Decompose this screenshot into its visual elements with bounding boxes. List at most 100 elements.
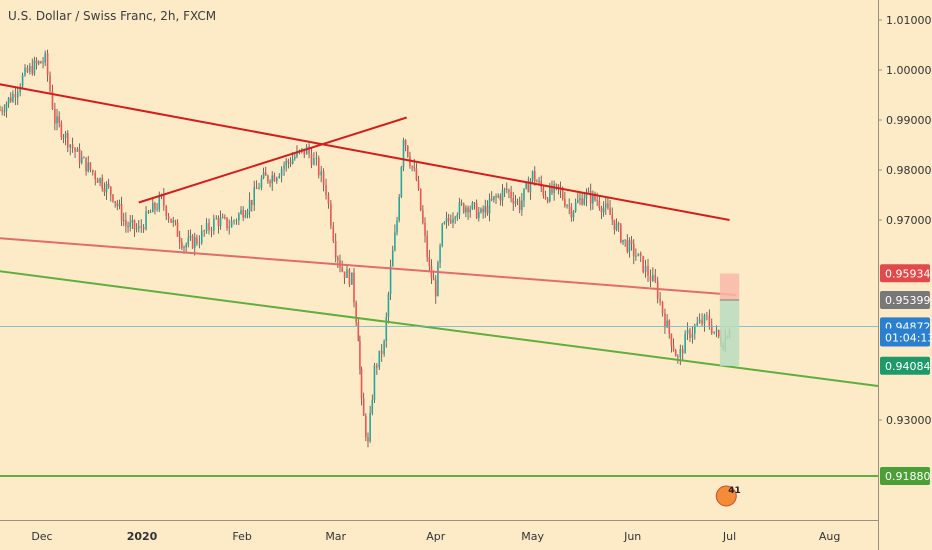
- candle-body: [118, 203, 121, 206]
- candle-body: [574, 202, 577, 212]
- candle-body: [587, 190, 590, 193]
- candle-body: [672, 345, 675, 351]
- time-tick-label: Feb: [232, 530, 251, 543]
- candle-body: [642, 255, 644, 273]
- candle-body: [351, 272, 353, 285]
- candle-body: [684, 334, 686, 354]
- earnings-badge-icon: [715, 485, 737, 507]
- candle-body: [710, 325, 713, 333]
- candle-body: [365, 415, 367, 438]
- candle-body: [529, 180, 532, 193]
- candle-body: [666, 320, 668, 328]
- candle-body: [359, 341, 361, 370]
- candle-body: [383, 341, 385, 355]
- candle-body: [248, 199, 251, 212]
- candle-body: [215, 218, 218, 220]
- candle-body: [71, 144, 74, 149]
- candle-body: [1, 110, 3, 112]
- plot-area: [0, 0, 878, 520]
- candle-body: [371, 399, 374, 413]
- candle-body: [508, 189, 510, 192]
- candle-body: [357, 322, 360, 342]
- candle-body: [138, 226, 140, 229]
- candle-body: [644, 265, 647, 273]
- candle-body: [708, 316, 711, 326]
- candle-body: [703, 315, 706, 325]
- candle-body: [531, 171, 534, 181]
- trendline-support: [0, 270, 879, 387]
- candle-body: [394, 232, 396, 251]
- candle-body: [264, 172, 267, 176]
- time-tick-label: Jun: [623, 530, 641, 543]
- candle-body: [437, 262, 439, 297]
- candle-body: [174, 220, 177, 223]
- candle-body: [630, 240, 633, 244]
- candle-body: [178, 236, 181, 243]
- candle-body: [456, 214, 459, 218]
- candle-body: [441, 223, 444, 246]
- candle-body: [21, 74, 24, 87]
- candle-body: [250, 199, 253, 205]
- candle-body: [285, 160, 288, 166]
- candle-body: [230, 220, 233, 228]
- candle-body: [647, 265, 649, 276]
- candle-body: [577, 200, 579, 203]
- candle-body: [581, 198, 583, 205]
- candle-body: [196, 237, 198, 244]
- candle-body: [80, 157, 83, 163]
- candle-body: [149, 212, 152, 213]
- candle-body: [536, 181, 538, 183]
- candle-body: [193, 237, 196, 248]
- candle-body: [598, 201, 601, 208]
- candle-body: [308, 146, 310, 154]
- candle-body: [24, 67, 26, 75]
- candle-body: [60, 122, 63, 138]
- candle-body: [310, 153, 313, 165]
- candle-body: [334, 241, 337, 258]
- price-label-box: [880, 328, 930, 347]
- candle-body: [447, 218, 450, 221]
- candle-body: [240, 210, 242, 214]
- candle-body: [208, 223, 210, 230]
- candle-body: [337, 257, 339, 261]
- candle-body: [493, 196, 495, 200]
- candle-body: [551, 186, 553, 193]
- candle-body: [503, 188, 506, 191]
- candle-body: [44, 53, 46, 63]
- candle-body: [617, 223, 620, 225]
- candle-body: [668, 320, 671, 334]
- candle-body: [378, 350, 381, 368]
- candle-body: [235, 220, 238, 222]
- candle-body: [296, 150, 298, 157]
- candle-body: [221, 217, 224, 218]
- candle-body: [360, 369, 363, 399]
- candle-body: [176, 222, 179, 237]
- candle-body: [611, 214, 614, 220]
- candle-body: [183, 247, 185, 249]
- candle-body: [462, 203, 465, 213]
- candle-body: [706, 315, 708, 317]
- trendline-upper-resistance: [0, 83, 730, 221]
- candle-body: [434, 280, 437, 297]
- time-tick-label: Mar: [325, 530, 346, 543]
- candle-body: [689, 329, 691, 338]
- candle-body: [635, 256, 637, 257]
- candle-body: [187, 237, 190, 245]
- candle-body: [482, 208, 484, 213]
- candle-body: [189, 235, 192, 238]
- candle-body: [568, 205, 570, 207]
- candle-body: [622, 239, 624, 243]
- candle-body: [609, 207, 611, 215]
- candle-body: [553, 184, 555, 193]
- candle-body: [156, 209, 158, 210]
- candle-body: [246, 211, 249, 215]
- candle-body: [26, 67, 29, 72]
- candle-body: [607, 203, 609, 208]
- candle-body: [147, 211, 150, 213]
- candle-body: [85, 157, 87, 172]
- candle-body: [49, 75, 51, 91]
- price-label-box: [880, 356, 930, 375]
- candle-body: [713, 331, 715, 333]
